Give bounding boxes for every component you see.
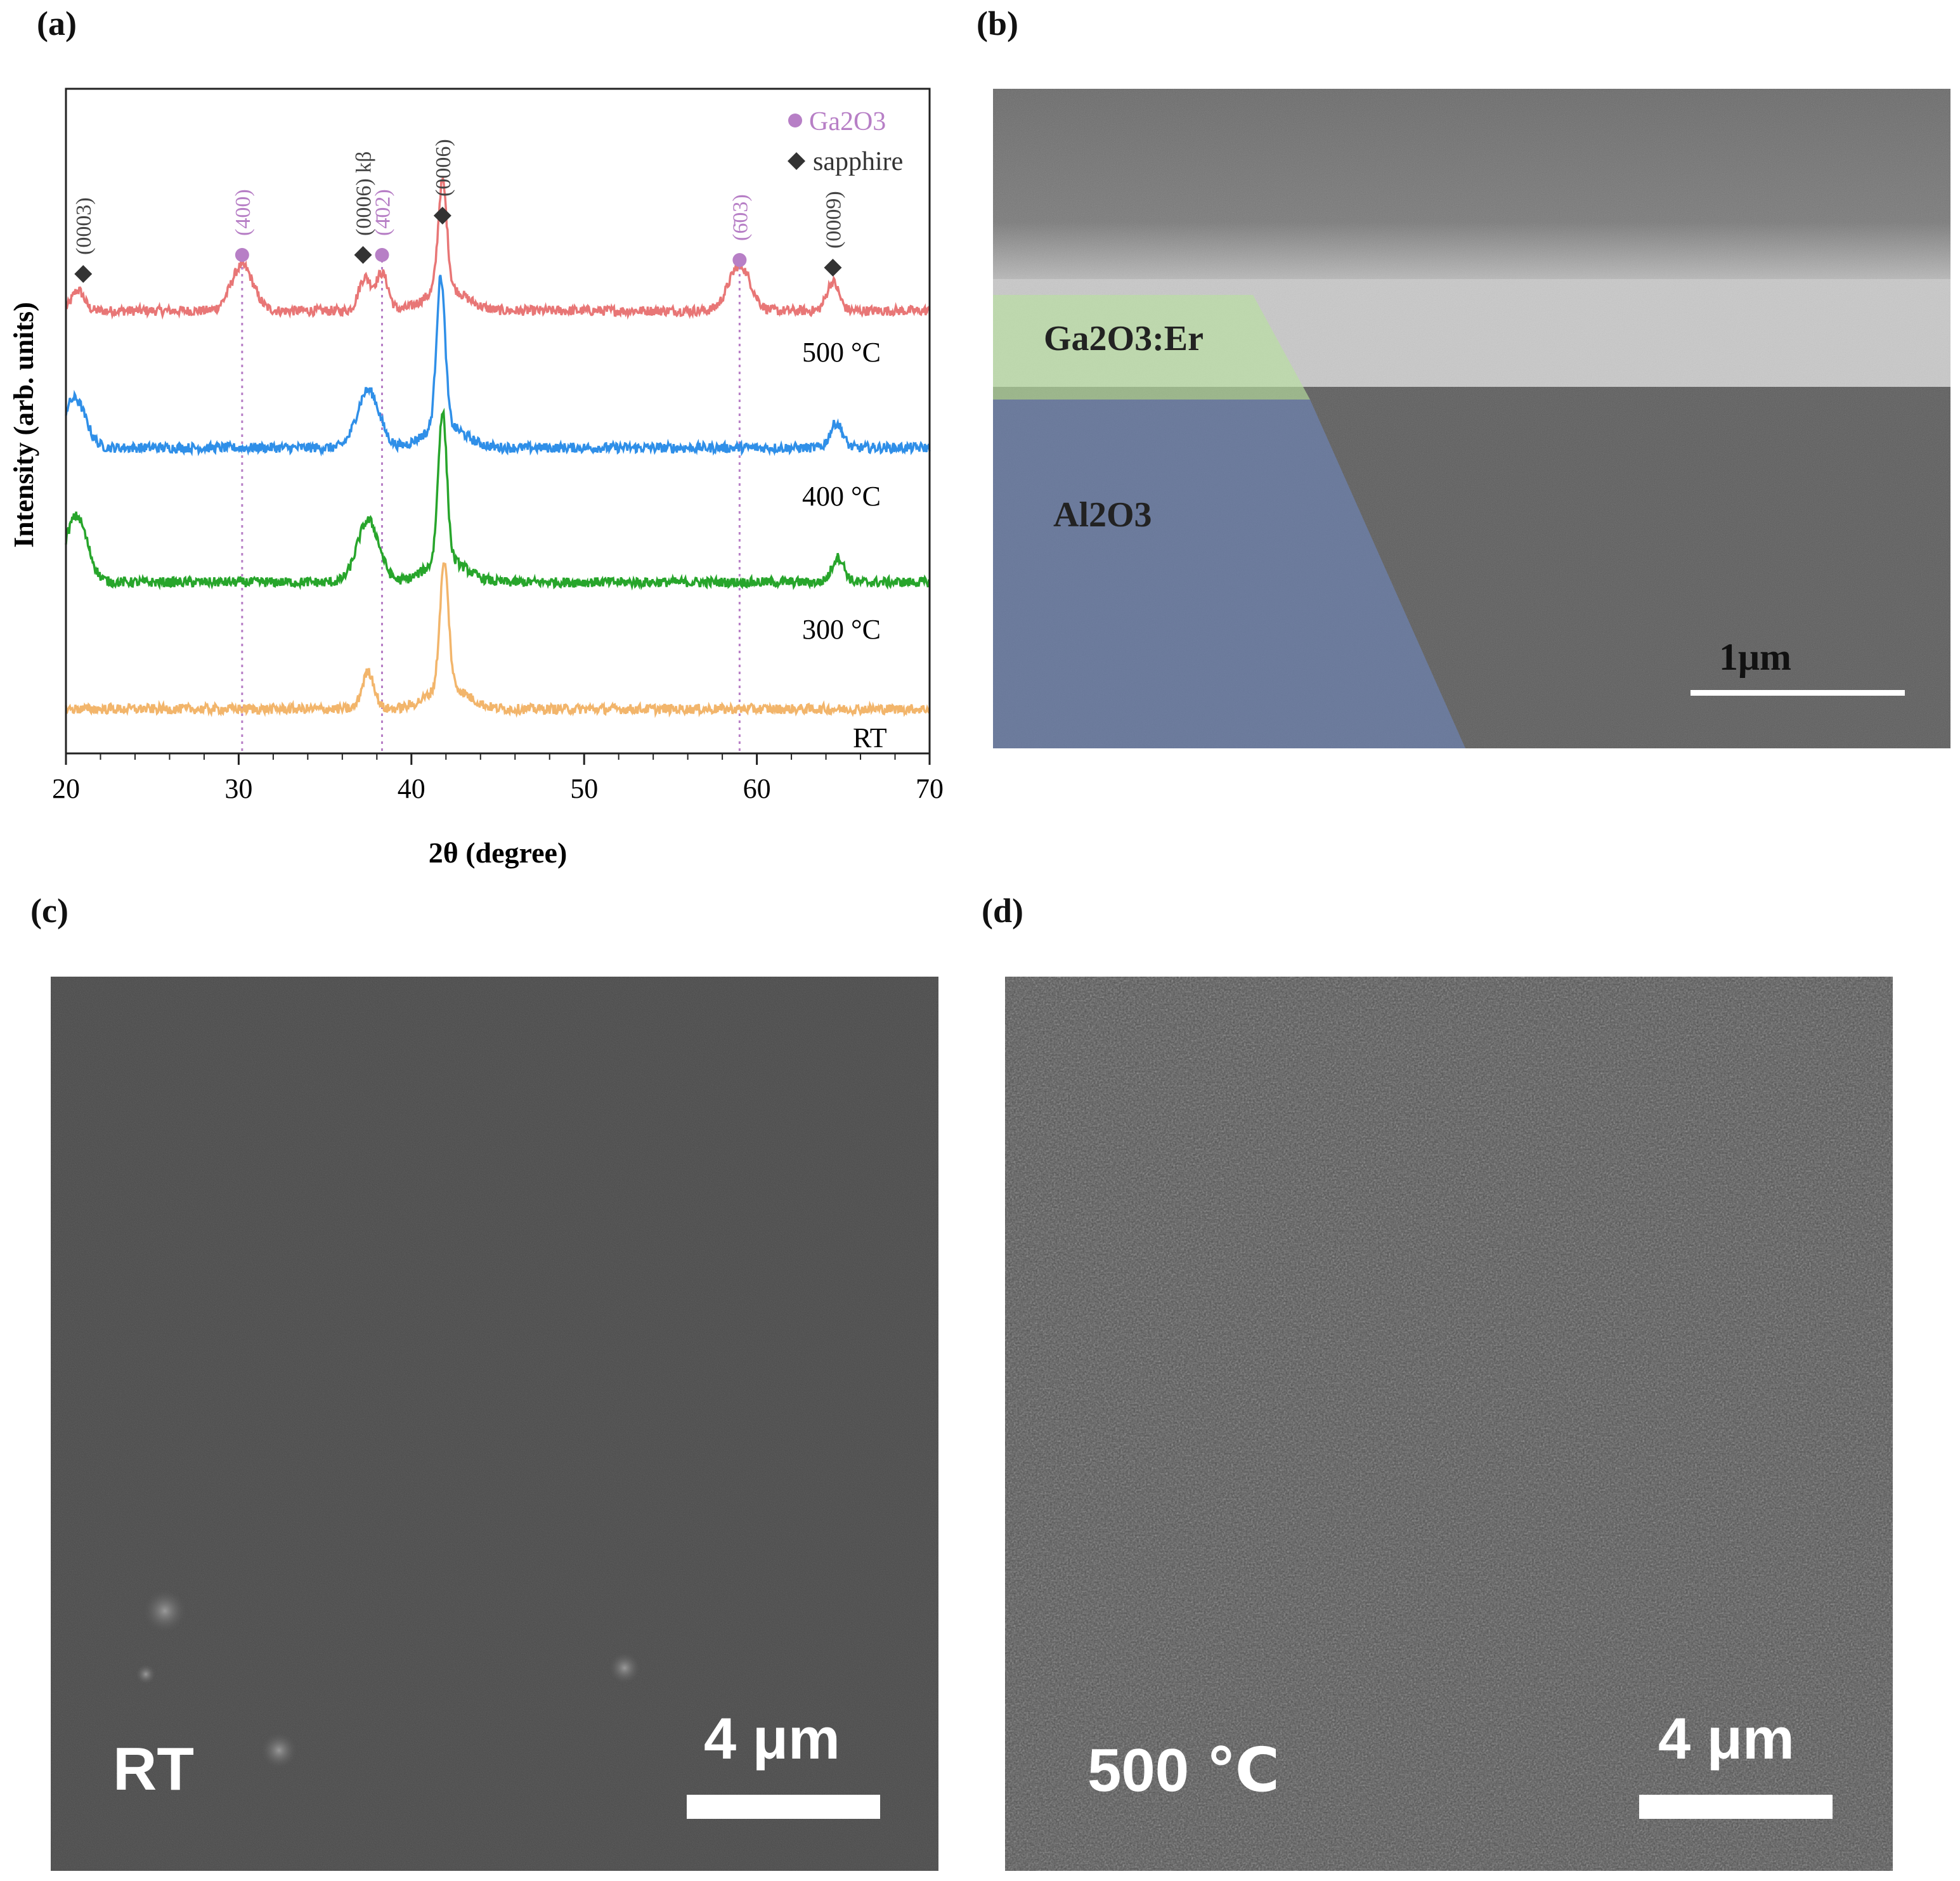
sample-label-rt: RT	[113, 1735, 194, 1803]
ga2o3-peak-marker	[375, 248, 389, 262]
xrd-chart: (0003) (400) (0006) kβ(4̄02) (0006) (6̄03) (0…	[8, 88, 944, 869]
y-axis-label: Intensity (arb. units)	[8, 302, 39, 548]
sapphire-peak-marker	[354, 246, 372, 264]
sapphire-peak-marker	[74, 265, 93, 283]
layer-label-al2o3: Al2O3	[1053, 495, 1152, 535]
series-label-400: 400 °C	[802, 481, 881, 512]
panel-label-a: (a)	[37, 4, 77, 42]
peak-label: (0009)	[822, 191, 845, 249]
x-tick-label: 70	[916, 773, 944, 804]
layer-label-ga2o3-er: Ga2O3:Er	[1044, 319, 1204, 358]
plot-frame	[65, 88, 931, 755]
legend-sapphire-marker	[788, 152, 805, 170]
sem-cross-section: Ga2O3:Er Al2O3 1μm	[993, 89, 1950, 748]
legend-sapphire-label: sapphire	[813, 147, 903, 176]
series-label-500: 500 °C	[802, 337, 881, 368]
sem-surface-rt: RT 4 μm	[51, 977, 938, 1871]
scale-label-d: 4 μm	[1658, 1707, 1795, 1771]
sample-label-500c: 500 ℃	[1087, 1736, 1280, 1804]
scale-bar-c	[687, 1795, 880, 1819]
legend-ga2o3-marker	[788, 114, 802, 127]
sapphire-peak-marker	[433, 207, 451, 225]
peak-label: (0006)	[432, 139, 455, 197]
panel-label-c: (c)	[30, 892, 68, 930]
al2o3-overlay	[993, 400, 1465, 748]
series-label-rt: RT	[853, 722, 887, 753]
peak-label: (0006) kβ	[353, 152, 376, 236]
scale-label-b: 1μm	[1719, 636, 1791, 678]
series-line	[65, 275, 931, 457]
peak-label: (4̄02)	[371, 189, 394, 236]
scale-bar-d	[1639, 1795, 1833, 1819]
ga2o3-peak-marker	[732, 253, 747, 267]
x-tick-label: 50	[570, 773, 598, 804]
scale-label-c: 4 μm	[704, 1707, 840, 1771]
panel-label-b: (b)	[977, 4, 1018, 42]
x-axis-label: 2θ (degree)	[429, 836, 568, 869]
series-line	[65, 562, 931, 719]
ga2o3-peak-marker	[235, 248, 249, 262]
peak-label: (400)	[231, 189, 255, 236]
x-tick-label: 40	[398, 773, 425, 804]
x-tick-label: 20	[52, 773, 80, 804]
peak-label: (0003)	[72, 197, 96, 255]
sem-surface-500c: 500 ℃ 4 μm	[1005, 977, 1893, 1871]
x-tick-label: 30	[224, 773, 252, 804]
sapphire-peak-marker	[824, 259, 842, 277]
panel-label-d: (d)	[982, 892, 1023, 930]
series-label-300: 300 °C	[802, 614, 881, 645]
scale-bar-b	[1691, 690, 1905, 696]
ga2o3-er-overlay	[993, 295, 1310, 400]
legend-ga2o3-label: Ga2O3	[809, 107, 886, 136]
peak-label: (6̄03)	[729, 194, 752, 241]
series-line	[65, 178, 931, 320]
x-tick-label: 60	[743, 773, 771, 804]
series-line	[65, 407, 930, 591]
